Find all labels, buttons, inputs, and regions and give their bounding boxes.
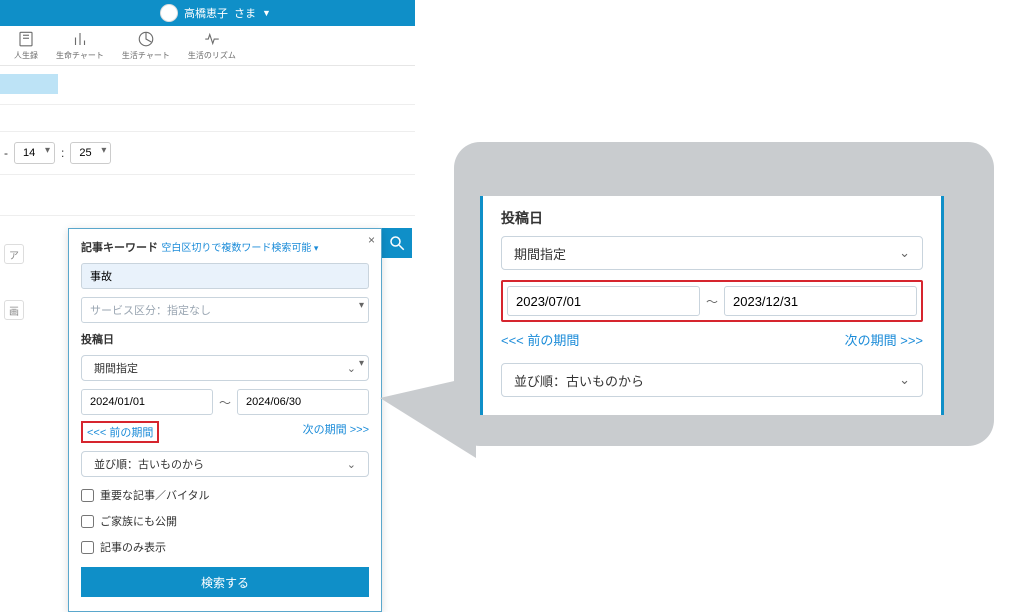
hour-select[interactable]: 14 (14, 142, 55, 164)
minute-select[interactable]: 25 (70, 142, 111, 164)
callout-period-nav: <<< 前の期間 次の期間 >>> (501, 330, 923, 349)
chevron-down-icon: ⌄ (347, 362, 356, 375)
nav-item-life-chart[interactable]: 生命チャート (56, 30, 104, 61)
topbar-suffix: さま (234, 5, 256, 21)
sort-select[interactable]: 並び順：古いものから ⌄ (81, 451, 369, 477)
chk-family-label: ご家族にも公開 (100, 513, 177, 529)
avatar (160, 4, 178, 22)
chevron-down-icon: ⌄ (899, 245, 910, 261)
search-button[interactable] (382, 228, 412, 258)
chevron-down-icon[interactable]: ▼ (262, 8, 271, 18)
time-dash: - (4, 146, 8, 160)
chevron-down-icon: ⌄ (347, 458, 356, 471)
book-icon (17, 30, 35, 48)
callout-sort-select[interactable]: 並び順：古いものから ⌄ (501, 363, 923, 397)
side-chip-b[interactable]: 画 (4, 300, 24, 320)
prev-period-link[interactable]: <<< 前の期間 (81, 421, 159, 443)
keyword-label: 記事キーワード (81, 242, 158, 254)
side-chip-a[interactable]: ア (4, 244, 24, 264)
post-date-label: 投稿日 (81, 334, 114, 346)
app-frame: 高橋恵子 さま ▼ 人生録 生命チャート 生活チャート 生活のリズム - 1 (0, 0, 416, 561)
time-picker-row: - 14 : 25 (0, 140, 415, 174)
callout-period-mode-select[interactable]: 期間指定 ⌄ (501, 236, 923, 270)
panel-placeholder-2 (0, 174, 415, 216)
chk-family-row[interactable]: ご家族にも公開 (81, 513, 369, 529)
callout-section-title: 投稿日 (501, 208, 923, 228)
heartbeat-icon (203, 30, 221, 48)
keyword-input[interactable] (81, 263, 369, 289)
chk-important-label: 重要な記事／バイタル (100, 487, 210, 503)
callout-prev-period-link[interactable]: <<< 前の期間 (501, 330, 579, 349)
date-range-tilde: ～ (219, 394, 231, 411)
topbar: 高橋恵子 さま ▼ (0, 0, 415, 26)
chk-important-row[interactable]: 重要な記事／バイタル (81, 487, 369, 503)
panel-placeholder (0, 104, 415, 132)
time-separator: : (61, 146, 64, 160)
callout-sort-value: 並び順：古いものから (514, 371, 644, 390)
callout-date-range-highlight: ～ (501, 280, 923, 322)
callout-period-mode-value: 期間指定 (514, 244, 566, 263)
date-from-input[interactable] (81, 389, 213, 415)
nav-item-living-chart[interactable]: 生活チャート (122, 30, 170, 61)
chk-articles-only-row[interactable]: 記事のみ表示 (81, 539, 369, 555)
pie-chart-icon (137, 30, 155, 48)
bar-chart-icon (71, 30, 89, 48)
period-nav-links: <<< 前の期間 次の期間 >>> (81, 421, 369, 443)
search-icon (388, 234, 406, 252)
date-to-input[interactable] (237, 389, 369, 415)
callout-next-period-link[interactable]: 次の期間 >>> (845, 330, 923, 349)
nav-item-rhythm[interactable]: 生活のリズム (188, 30, 236, 61)
nav-label: 生活チャート (122, 50, 170, 61)
chk-important[interactable] (81, 489, 94, 502)
navbar: 人生録 生命チャート 生活チャート 生活のリズム (0, 26, 415, 66)
callout-card: 投稿日 期間指定 ⌄ ～ <<< 前の期間 次の期間 >>> 並び順：古いものか… (480, 196, 944, 415)
chk-articles-only[interactable] (81, 541, 94, 554)
active-tab-indicator (0, 74, 58, 94)
keyword-hint[interactable]: 空白区切りで複数ワード検索可能 (161, 243, 318, 254)
content-area: - 14 : 25 (0, 66, 415, 216)
nav-item-life-record[interactable]: 人生録 (14, 30, 38, 61)
callout-tilde: ～ (706, 293, 718, 310)
nav-label: 人生録 (14, 50, 38, 61)
nav-label: 生活のリズム (188, 50, 236, 61)
chk-articles-only-label: 記事のみ表示 (100, 539, 166, 555)
sort-value: 並び順：古いものから (94, 456, 204, 472)
callout-date-to-input[interactable] (724, 286, 917, 316)
close-icon[interactable]: × (368, 233, 375, 247)
service-category-select[interactable] (81, 297, 369, 323)
period-mode-select[interactable]: 期間指定 ⌄ (81, 355, 369, 381)
topbar-username: 高橋恵子 (184, 5, 228, 21)
chevron-down-icon: ⌄ (899, 372, 910, 388)
nav-label: 生命チャート (56, 50, 104, 61)
period-mode-value: 期間指定 (94, 360, 138, 376)
next-period-link[interactable]: 次の期間 >>> (303, 421, 369, 443)
search-submit-button[interactable]: 検索する (81, 567, 369, 597)
callout-date-from-input[interactable] (507, 286, 700, 316)
search-popover: × 記事キーワード 空白区切りで複数ワード検索可能 投稿日 期間指定 ⌄ ～ <… (68, 228, 382, 612)
chk-family[interactable] (81, 515, 94, 528)
date-range-row: ～ (81, 389, 369, 415)
